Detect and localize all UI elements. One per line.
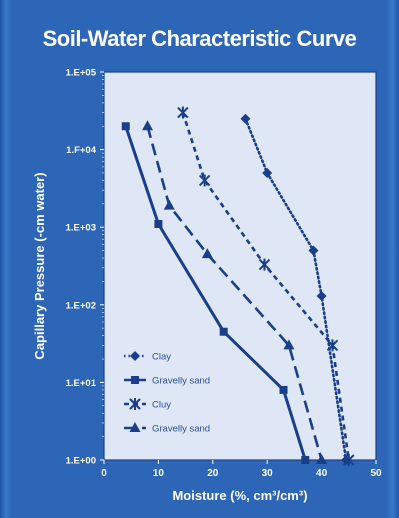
marker-square: [154, 219, 163, 228]
marker-square: [131, 376, 139, 384]
y-tick-label: 1.F+04: [66, 145, 97, 156]
y-axis-label: Capillary Pressure (-cm water): [32, 172, 47, 359]
marker-asterisk: [343, 454, 355, 466]
legend-label-1: Gravelly sand: [152, 376, 210, 387]
marker-triangle: [201, 248, 213, 259]
marker-asterisk: [198, 174, 211, 187]
marker-asterisk: [326, 339, 339, 352]
legend-label-2: Cluy: [152, 400, 171, 411]
marker-asterisk: [129, 398, 141, 410]
x-tick-label: 30: [262, 468, 274, 479]
marker-diamond: [240, 113, 251, 124]
marker-diamond: [262, 167, 273, 178]
chart-title: Soil-Water Characteristic Curve: [42, 26, 357, 51]
y-tick-label: 1.E+00: [66, 456, 96, 467]
x-tick-label: 40: [316, 468, 328, 479]
marker-diamond: [308, 245, 319, 256]
marker-triangle: [129, 422, 141, 432]
y-tick-label: 1.E+05: [66, 68, 97, 79]
marker-diamond: [130, 351, 140, 361]
x-axis-label: Moisture (%, cm³/cm³): [172, 488, 307, 503]
legend-label-0: Clay: [152, 352, 171, 363]
y-tick-label: 1.E+02: [66, 300, 96, 311]
marker-square: [279, 385, 288, 394]
x-tick-label: 10: [153, 468, 165, 479]
marker-triangle: [163, 199, 175, 210]
marker-asterisk: [258, 258, 271, 271]
y-tick-label: 1.E+01: [66, 378, 97, 389]
marker-diamond: [316, 290, 327, 301]
x-tick-label: 20: [207, 468, 219, 479]
marker-asterisk: [177, 106, 189, 119]
marker-square: [219, 327, 228, 336]
marker-triangle: [142, 120, 154, 131]
marker-triangle: [316, 454, 328, 464]
x-tick-label: 50: [370, 468, 382, 479]
legend-label-3: Gravelly sand: [152, 424, 210, 435]
marker-triangle: [283, 339, 295, 350]
series-line-3: [146, 125, 323, 461]
marker-square: [301, 456, 310, 464]
x-tick-label: 0: [101, 468, 107, 479]
marker-square: [121, 122, 130, 131]
y-tick-label: 1.E+03: [66, 223, 96, 234]
